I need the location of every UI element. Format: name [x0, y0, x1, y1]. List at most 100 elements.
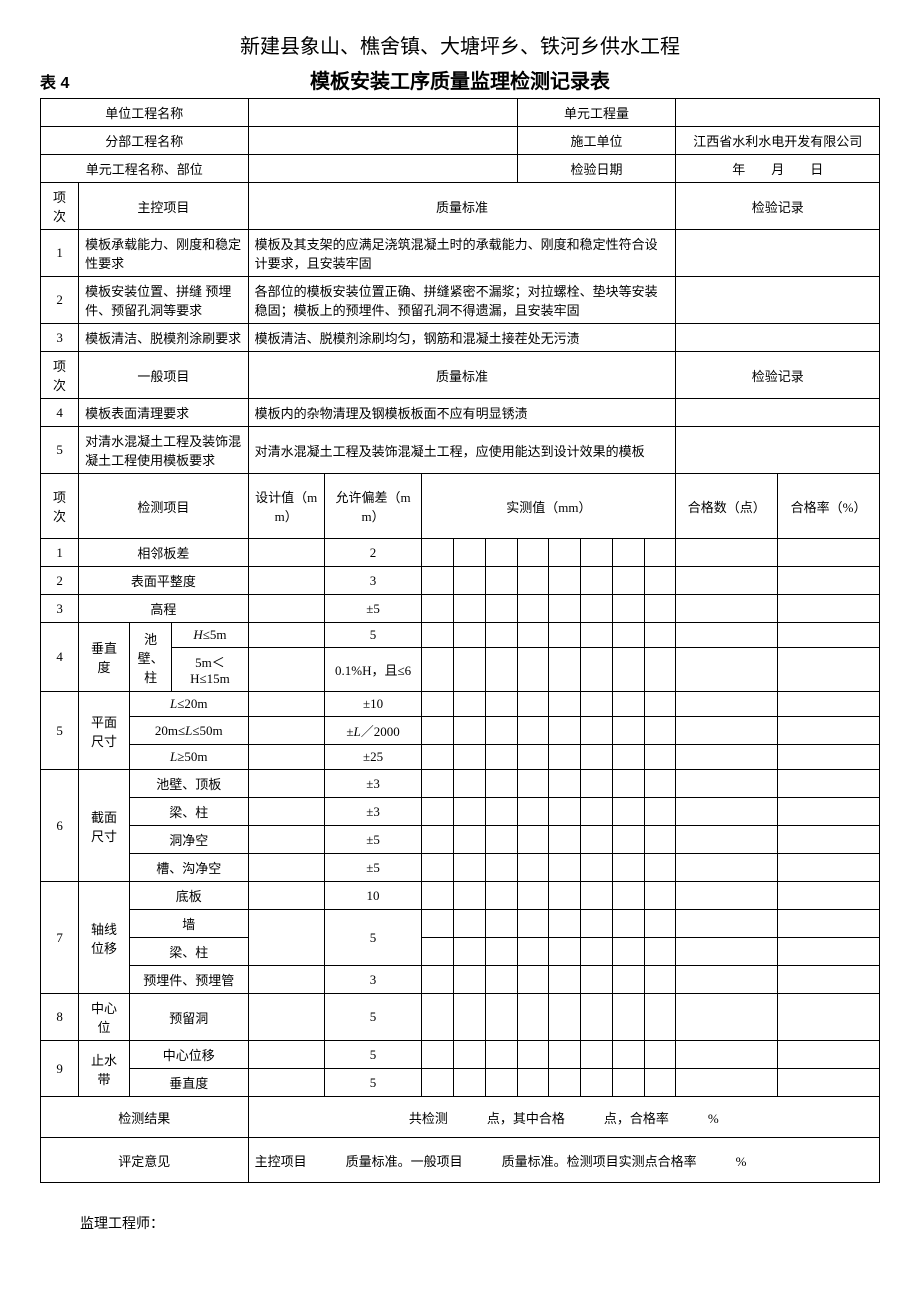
- opinion-row: 评定意见 主控项目 质量标准。一般项目 质量标准。检测项目实测点合格率 %: [41, 1138, 880, 1183]
- seq: 2: [41, 567, 79, 595]
- seq: 4: [41, 399, 79, 427]
- mv: [549, 692, 581, 717]
- mv: [517, 938, 549, 966]
- pass-rate: [778, 826, 880, 854]
- mv: [644, 910, 676, 938]
- mv: [517, 717, 549, 745]
- main-item-header: 主控项目: [79, 183, 248, 230]
- tol: 2: [324, 539, 421, 567]
- pass-count: [676, 623, 778, 648]
- tol: 3: [324, 966, 421, 994]
- mv: [454, 539, 486, 567]
- mv: [422, 882, 454, 910]
- measured-header: 实测值（mm）: [422, 474, 676, 539]
- design: [248, 770, 324, 798]
- mv: [454, 717, 486, 745]
- pass-count: [676, 966, 778, 994]
- title-row: 表 4 模板安装工序质量监理检测记录表: [40, 65, 880, 94]
- item: 垂直度: [79, 623, 130, 692]
- cond: H≤5m: [172, 623, 248, 648]
- test-item-header: 检测项目: [79, 474, 248, 539]
- table-row: 5 平面尺寸 L≤20m ±10: [41, 692, 880, 717]
- mv: [581, 717, 613, 745]
- cond: 墙: [129, 910, 248, 938]
- design: [248, 539, 324, 567]
- mv: [485, 595, 517, 623]
- seq: 5: [41, 427, 79, 474]
- mv: [454, 938, 486, 966]
- std: 各部位的模板安装位置正确、拼缝紧密不漏浆；对拉螺栓、垫块等安装稳固；模板上的预埋…: [248, 277, 676, 324]
- design: [248, 826, 324, 854]
- mv: [517, 623, 549, 648]
- mv: [517, 826, 549, 854]
- tol: ±10: [324, 692, 421, 717]
- cond: L≥50m: [129, 745, 248, 770]
- table-row: 1 相邻板差 2: [41, 539, 880, 567]
- mv: [644, 648, 676, 692]
- mv: [644, 854, 676, 882]
- mv: [485, 717, 517, 745]
- cond: 洞净空: [129, 826, 248, 854]
- item: 高程: [79, 595, 248, 623]
- seq: 4: [41, 623, 79, 692]
- mv: [454, 595, 486, 623]
- mv: [581, 1069, 613, 1097]
- mv: [422, 966, 454, 994]
- tolerance-header: 允许偏差（mm）: [324, 474, 421, 539]
- mv: [517, 745, 549, 770]
- pass-rate: [778, 770, 880, 798]
- table-row: 4 模板表面清理要求 模板内的杂物清理及钢模板板面不应有明显锈渍: [41, 399, 880, 427]
- info-row: 单元工程名称、部位 检验日期 年 月 日: [41, 155, 880, 183]
- quality-std-header: 质量标准: [248, 183, 676, 230]
- mv: [454, 648, 486, 692]
- mv: [581, 1041, 613, 1069]
- mv: [644, 595, 676, 623]
- label: 施工单位: [517, 127, 676, 155]
- tol: 5: [324, 994, 421, 1041]
- opinion-text: 主控项目 质量标准。一般项目 质量标准。检测项目实测点合格率 %: [248, 1138, 879, 1183]
- pass-rate: [778, 567, 880, 595]
- design: [248, 567, 324, 595]
- mv: [581, 745, 613, 770]
- mv: [454, 1069, 486, 1097]
- table-row: 3 模板清洁、脱模剂涂刷要求 模板清洁、脱模剂涂刷均匀，钢筋和混凝土接茬处无污渍: [41, 324, 880, 352]
- pass-count: [676, 882, 778, 910]
- mv: [612, 623, 644, 648]
- mv: [581, 539, 613, 567]
- mv: [485, 745, 517, 770]
- pass-count: [676, 938, 778, 966]
- std: 对清水混凝土工程及装饰混凝土工程，应使用能达到设计效果的模板: [248, 427, 676, 474]
- cond: 槽、沟净空: [129, 854, 248, 882]
- seq: 3: [41, 324, 79, 352]
- label: 分部工程名称: [41, 127, 249, 155]
- cond: 池壁、顶板: [129, 770, 248, 798]
- mv: [549, 994, 581, 1041]
- pass-count: [676, 595, 778, 623]
- mv: [581, 994, 613, 1041]
- mv: [612, 567, 644, 595]
- pass-count: [676, 910, 778, 938]
- mv: [422, 938, 454, 966]
- table-row: 1 模板承载能力、刚度和稳定性要求 模板及其支架的应满足浇筑混凝土时的承载能力、…: [41, 230, 880, 277]
- mv: [612, 770, 644, 798]
- mv: [612, 994, 644, 1041]
- mv: [485, 966, 517, 994]
- seq: 1: [41, 230, 79, 277]
- table-row: 2 模板安装位置、拼缝 预埋件、预留孔洞等要求 各部位的模板安装位置正确、拼缝紧…: [41, 277, 880, 324]
- record-header: 检验记录: [676, 352, 880, 399]
- mv: [549, 938, 581, 966]
- item: 对清水混凝土工程及装饰混凝土工程使用模板要求: [79, 427, 248, 474]
- mv: [422, 648, 454, 692]
- seq: 7: [41, 882, 79, 994]
- record-header: 检验记录: [676, 183, 880, 230]
- design-value-header: 设计值（mm）: [248, 474, 324, 539]
- item: 模板清洁、脱模剂涂刷要求: [79, 324, 248, 352]
- mv: [581, 826, 613, 854]
- mv: [517, 854, 549, 882]
- design: [248, 623, 324, 648]
- mv: [549, 1069, 581, 1097]
- pass-rate: [778, 938, 880, 966]
- mv: [581, 798, 613, 826]
- mv: [581, 648, 613, 692]
- table-row: 2 表面平整度 3: [41, 567, 880, 595]
